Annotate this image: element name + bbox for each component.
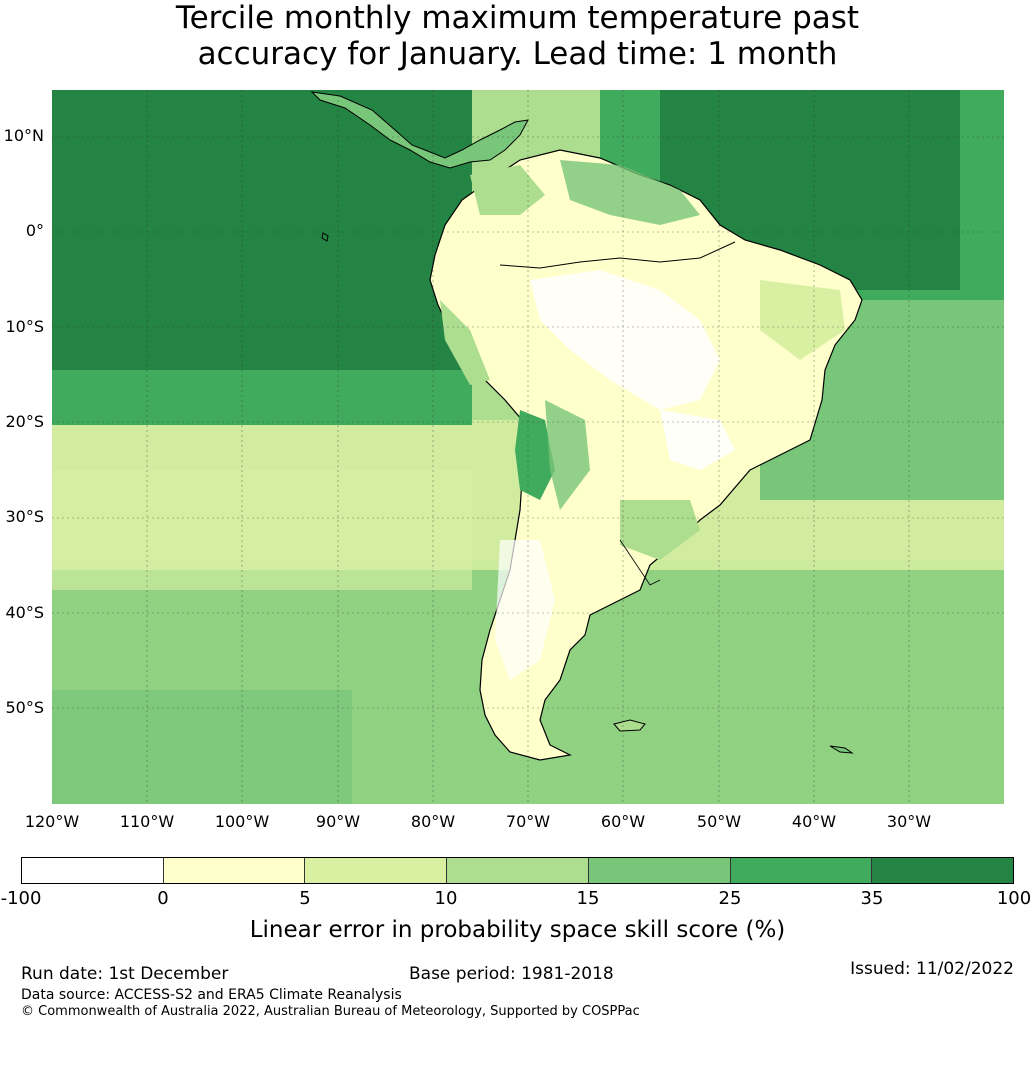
lat-label-20s: 20°S (5, 412, 44, 431)
colorbar-segment-2 (305, 858, 448, 883)
uruguay-green-patch (620, 500, 700, 560)
copyright: © Commonwealth of Australia 2022, Austra… (21, 1004, 640, 1019)
colorbar-tick-1: 0 (157, 888, 169, 909)
lon-label-30w: 30°W (886, 812, 932, 831)
colorbar-tick-5: 25 (718, 888, 742, 909)
ocean-band-southwest (52, 690, 352, 804)
colorbar-tick-6: 35 (860, 888, 884, 909)
lat-label-10s: 10°S (5, 317, 44, 336)
run-date: Run date: 1st December (21, 964, 229, 984)
lon-label-60w: 60°W (600, 812, 646, 831)
central-america-land (310, 91, 529, 169)
map-gridlines (52, 90, 1004, 804)
amazon-pale-patch (530, 270, 720, 410)
colorbar-segment-4 (588, 858, 731, 883)
lon-label-50w: 50°W (696, 812, 742, 831)
lon-label-40w: 40°W (791, 812, 837, 831)
patagonia-pale-patch (495, 540, 555, 680)
guiana-green-patch (560, 160, 700, 225)
lon-label-80w: 80°W (410, 812, 456, 831)
northeast-brazil-pale (760, 280, 845, 360)
colorbar-tick-2: 5 (299, 888, 311, 909)
lon-label-120w: 120°W (24, 812, 80, 831)
lon-label-110w: 110°W (119, 812, 175, 831)
lat-label-30s: 30°S (5, 507, 44, 526)
colorbar-tick-0: -100 (0, 888, 42, 909)
lat-label-0: 0° (25, 221, 44, 240)
ocean-band-south-pale (52, 470, 472, 590)
lat-label-40s: 40°S (5, 603, 44, 622)
colorbar-tick-7: 100 (996, 888, 1032, 909)
peru-coast-green (440, 300, 490, 385)
colorbar-segment-3 (447, 858, 589, 883)
lon-label-90w: 90°W (315, 812, 361, 831)
colorbar (21, 857, 1014, 884)
colorbar-tick-3: 10 (434, 888, 458, 909)
base-period: Base period: 1981-2018 (409, 964, 614, 984)
amazon-river (499, 241, 736, 269)
galapagos-island (321, 232, 329, 242)
colorbar-tick-4: 15 (576, 888, 600, 909)
issued-date: Issued: 11/02/2022 (850, 959, 1014, 979)
brazil-white-patch (660, 410, 735, 470)
lat-label-10n: 10°N (3, 126, 44, 145)
andes-mid-strip (545, 400, 590, 510)
map-title: Tercile monthly maximum temperature past… (0, 0, 1035, 72)
data-source: Data source: ACCESS-S2 and ERA5 Climate … (21, 987, 402, 1003)
lon-label-100w: 100°W (214, 812, 270, 831)
lon-label-70w: 70°W (505, 812, 551, 831)
title-line-1: Tercile monthly maximum temperature past (175, 0, 860, 36)
colorbar-segment-6 (872, 858, 1014, 883)
colorbar-segment-0 (22, 858, 164, 883)
ocean-band-north-pacific-edge (52, 370, 472, 425)
colorbar-segment-1 (163, 858, 306, 883)
colorbar-label: Linear error in probability space skill … (249, 917, 786, 943)
andes-green-strip (515, 410, 555, 500)
parana-river (619, 539, 661, 586)
falkland-islands (613, 719, 646, 732)
lat-label-50s: 50°S (5, 698, 44, 717)
colorbar-segment-5 (730, 858, 873, 883)
south-georgia-island (829, 745, 854, 754)
skill-map (52, 90, 1004, 804)
colombia-green-patch (470, 165, 545, 215)
title-line-2: accuracy for January. Lead time: 1 month (197, 36, 838, 72)
